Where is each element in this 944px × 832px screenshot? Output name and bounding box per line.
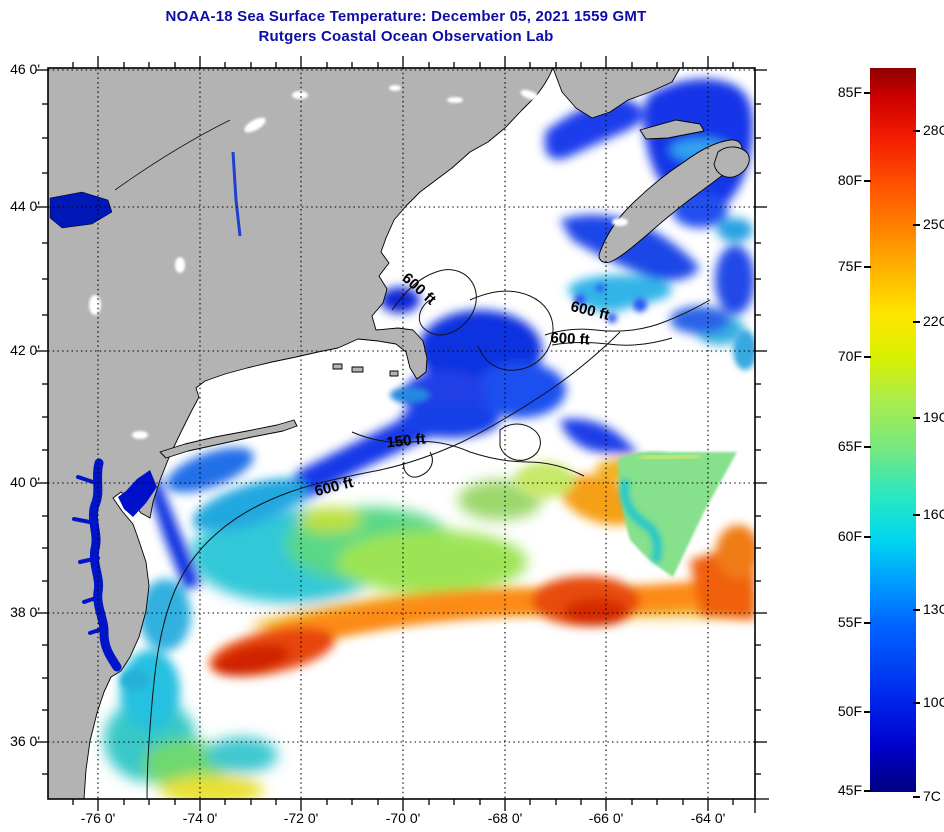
colorbar-f-tick	[864, 536, 871, 538]
sst-color-layer	[104, 78, 755, 799]
graticule	[48, 68, 755, 799]
colorbar-f-tick	[864, 790, 871, 792]
temperature-colorbar	[870, 68, 916, 792]
colorbar-c-tick	[913, 321, 920, 323]
colorbar-f-tick	[864, 266, 871, 268]
colorbar-c-tick	[913, 796, 920, 798]
colorbar-c-label: 7C	[923, 788, 941, 804]
depth-contour-label: 600 ft	[549, 329, 591, 349]
colorbar-c-tick	[913, 514, 920, 516]
colorbar-c-label: 10C	[923, 694, 944, 710]
colorbar-c-label: 13C	[923, 601, 944, 617]
y-tick-label: 44 0'	[10, 198, 40, 214]
delaware-bay	[118, 470, 157, 517]
colorbar-f-tick	[864, 356, 871, 358]
colorbar-f-label: 70F	[837, 348, 862, 364]
x-tick-label: -64 0'	[690, 810, 726, 826]
y-tick-label: 38 0'	[10, 604, 40, 620]
colorbar-f-tick	[864, 622, 871, 624]
colorbar-c-tick	[913, 609, 920, 611]
land-layer	[48, 68, 750, 799]
y-tick-label: 36 0'	[10, 733, 40, 749]
y-tick-label: 46 0'	[10, 61, 40, 77]
colorbar-f-label: 75F	[837, 258, 862, 274]
x-tick-label: -74 0'	[182, 810, 218, 826]
page-title: NOAA-18 Sea Surface Temperature: Decembe…	[165, 8, 647, 25]
plot-frame	[47, 67, 756, 800]
colorbar-f-label: 60F	[837, 528, 862, 544]
colorbar-c-tick	[913, 224, 920, 226]
colorbar-f-label: 45F	[837, 782, 862, 798]
chesapeake-bay	[88, 458, 122, 672]
cloud-flecks	[89, 85, 628, 439]
x-tick-label: -68 0'	[487, 810, 523, 826]
page-subtitle: Rutgers Coastal Ocean Observation Lab	[258, 28, 554, 45]
colorbar-f-tick	[864, 711, 871, 713]
axis-ticks	[36, 56, 769, 813]
colorbar-f-tick	[864, 180, 871, 182]
colorbar-c-label: 28C	[923, 122, 944, 138]
colorbar-c-label: 25C	[923, 216, 944, 232]
colorbar-f-tick	[864, 92, 871, 94]
estuary-layer	[49, 151, 242, 690]
colorbar-c-label: 22C	[923, 313, 944, 329]
colorbar-f-tick	[864, 446, 871, 448]
colorbar-c-tick	[913, 702, 920, 704]
x-tick-label: -66 0'	[588, 810, 624, 826]
lake-champlain	[231, 151, 242, 237]
long-island	[159, 419, 298, 459]
colorbar-f-label: 55F	[837, 614, 862, 630]
x-tick-label: -72 0'	[283, 810, 319, 826]
colorbar-c-label: 19C	[923, 409, 944, 425]
y-tick-label: 42 0'	[10, 342, 40, 358]
colorbar-c-label: 16C	[923, 506, 944, 522]
colorbar-f-label: 50F	[837, 703, 862, 719]
colorbar-f-label: 85F	[837, 84, 862, 100]
bathymetry-contours	[114, 119, 711, 799]
cape-breton	[713, 146, 750, 178]
colorbar-c-tick	[913, 417, 920, 419]
pei	[639, 119, 705, 140]
y-tick-label: 40 0'	[10, 474, 40, 490]
mainland-landmass	[48, 68, 554, 799]
x-tick-label: -70 0'	[385, 810, 421, 826]
colorbar-f-label: 80F	[837, 172, 862, 188]
x-tick-label: -76 0'	[80, 810, 116, 826]
colorbar-c-tick	[913, 130, 920, 132]
lake-ontario	[49, 191, 113, 229]
new-brunswick	[552, 68, 681, 119]
colorbar-f-label: 65F	[837, 438, 862, 454]
